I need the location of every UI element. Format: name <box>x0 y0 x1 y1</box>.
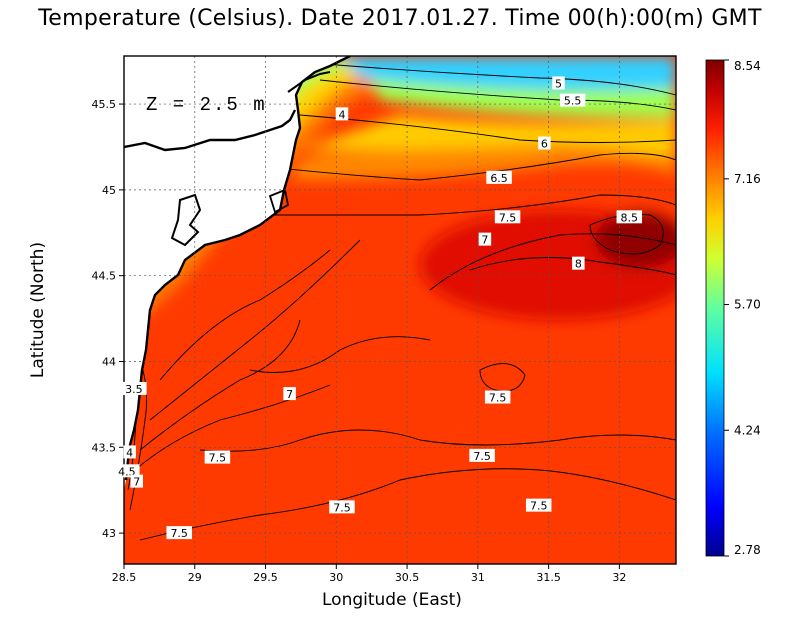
contour-label: 7.5 <box>473 450 491 463</box>
x-tick-label: 29.5 <box>253 571 278 584</box>
contour-label-bg <box>525 498 552 512</box>
contour-label-bg <box>538 136 551 150</box>
y-tick-label: 45.5 <box>92 98 117 111</box>
contour-label-bg <box>616 210 643 224</box>
lagoon-outline <box>170 193 202 247</box>
inland-border <box>124 109 297 152</box>
x-tick-label: 29 <box>188 571 202 584</box>
contour-label: 5 <box>555 77 562 90</box>
contour-label: 4 <box>126 446 133 459</box>
map-title: Temperature (Celsius). Date 2017.01.27. … <box>38 6 762 31</box>
contour-label-bg <box>204 450 231 464</box>
x-tick-label: 31 <box>471 571 485 584</box>
contour-label-bg <box>486 170 512 184</box>
x-tick-label: 32 <box>612 571 626 584</box>
y-tick-label: 44 <box>102 355 116 368</box>
colorbar-ticks: 8.54 7.16 5.70 4.24 2.78 <box>724 59 761 557</box>
land-area <box>124 56 350 490</box>
x-axis-label: Longitude (East) <box>322 590 462 610</box>
y-axis-ticks: 43 43.5 44 44.5 45 45.5 <box>92 98 124 540</box>
x-tick-label: 30 <box>329 571 343 584</box>
contour-label: 6 <box>541 138 548 151</box>
contour-label: 7.5 <box>170 527 188 540</box>
contour-label-bg <box>130 474 143 488</box>
colorbar-tick-label: 4.24 <box>734 423 761 437</box>
colorbar-tick-label: 2.78 <box>734 543 761 557</box>
contour-label: 3.5 <box>125 383 143 396</box>
warm-core-inner <box>595 212 676 268</box>
land-mass <box>124 56 351 490</box>
contour-label-bg <box>469 448 495 462</box>
contour-label: 7.5 <box>333 501 351 514</box>
y-tick-label: 43 <box>102 527 116 540</box>
coastal-lake <box>268 188 290 214</box>
contour-label-bg <box>123 445 136 459</box>
colorbar-tick-label: 7.16 <box>734 172 761 186</box>
contour-label: 7.5 <box>499 211 517 224</box>
contour-label: 4 <box>338 108 345 121</box>
contour-label-bg <box>484 390 511 404</box>
contour-label-bg <box>572 256 585 270</box>
contour-label-bg <box>494 210 521 224</box>
contour-label-bg <box>329 500 355 514</box>
band-north-yellow <box>300 115 676 160</box>
band-north-orange <box>290 150 676 180</box>
contour-label-bg <box>283 387 296 401</box>
contour-label: 7.5 <box>489 392 507 405</box>
contour-label: 5.5 <box>564 95 582 108</box>
x-tick-label: 31.5 <box>536 571 561 584</box>
y-axis-label: Latitude (North) <box>28 241 48 379</box>
contour-label-bg <box>166 526 192 540</box>
contour-lines <box>127 61 676 541</box>
contour-label-bg <box>559 93 586 107</box>
band-north-cyan <box>340 56 676 91</box>
contour-label: 7 <box>286 388 293 401</box>
colorbar-tick-label: 5.70 <box>734 298 761 312</box>
plot-frame <box>123 55 677 565</box>
contour-label-bg <box>114 464 140 478</box>
contour-label-bg <box>121 381 147 395</box>
contour-label-bg <box>478 232 492 246</box>
x-tick-label: 30.5 <box>395 571 420 584</box>
contour-label: 6.5 <box>490 172 508 185</box>
x-axis-ticks: 28.5 29 29.5 30 30.5 31 31.5 32 <box>112 564 626 584</box>
y-tick-label: 44.5 <box>92 270 117 283</box>
contour-label: 8.5 <box>621 211 639 224</box>
colorbar-tick-label: 8.54 <box>734 59 761 73</box>
contour-label-bg <box>335 107 349 121</box>
depth-label: Z = 2.5 m <box>146 94 267 116</box>
north-coast-spit <box>287 71 331 93</box>
contour-label: 7 <box>481 234 488 247</box>
x-tick-label: 28.5 <box>112 571 137 584</box>
contour-label: 7 <box>133 476 140 489</box>
colorbar <box>705 59 725 557</box>
y-tick-label: 45 <box>102 184 116 197</box>
contour-label: 7.5 <box>530 500 548 513</box>
coastline <box>124 56 351 481</box>
contour-label-bg <box>552 76 565 90</box>
contour-label: 7.5 <box>209 452 227 465</box>
contour-label: 8 <box>575 258 582 271</box>
y-tick-label: 43.5 <box>92 441 117 454</box>
